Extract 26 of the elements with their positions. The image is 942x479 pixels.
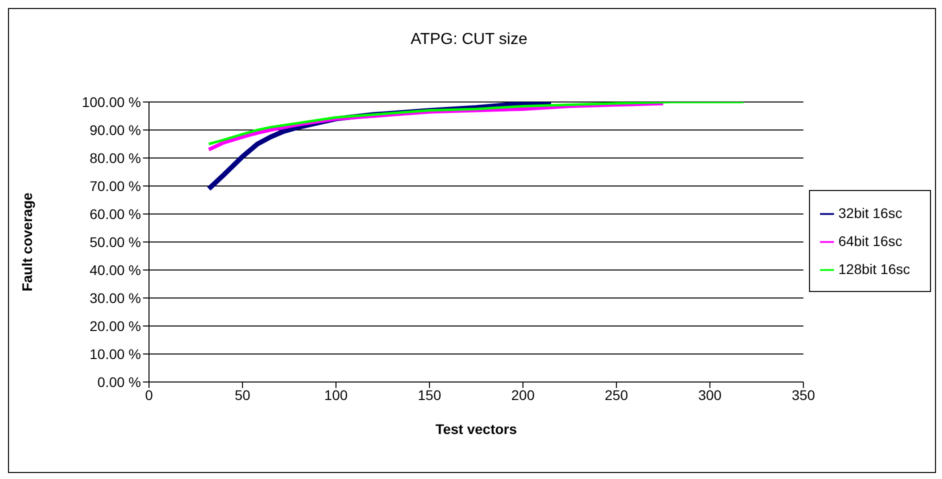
chart-title: ATPG: CUT size: [410, 31, 528, 49]
y-tick-label: 30.00 %: [90, 290, 141, 306]
y-tick-label: 70.00 %: [90, 178, 141, 194]
y-tick-label: 60.00 %: [90, 206, 141, 222]
x-tick-label: 150: [418, 386, 442, 403]
x-tick-label: 100: [324, 386, 348, 403]
x-tick-label: 0: [145, 386, 154, 403]
legend-label: 32bit 16sc: [838, 204, 902, 220]
x-tick-label: 300: [698, 386, 722, 403]
x-tick-label: 200: [511, 386, 535, 403]
y-tick-label: 80.00 %: [90, 150, 141, 166]
x-tick-label: 250: [604, 386, 628, 403]
legend-label: 128bit 16sc: [838, 260, 910, 276]
x-tick-label: 50: [234, 386, 250, 403]
y-tick-label: 20.00 %: [90, 318, 141, 334]
x-tick-label: 350: [792, 386, 816, 403]
y-tick-label: 40.00 %: [90, 262, 141, 278]
y-tick-label: 50.00 %: [90, 234, 141, 250]
y-tick-label: 100.00 %: [82, 94, 141, 110]
y-tick-label: 90.00 %: [90, 122, 141, 138]
line-series: [208, 102, 745, 146]
y-tick-label: 0.00 %: [97, 374, 141, 390]
legend-label: 64bit 16sc: [838, 232, 902, 248]
x-axis-title: Test vectors: [435, 421, 518, 437]
y-axis-title: Fault coverage: [18, 192, 35, 292]
y-tick-label: 10.00 %: [90, 346, 141, 362]
